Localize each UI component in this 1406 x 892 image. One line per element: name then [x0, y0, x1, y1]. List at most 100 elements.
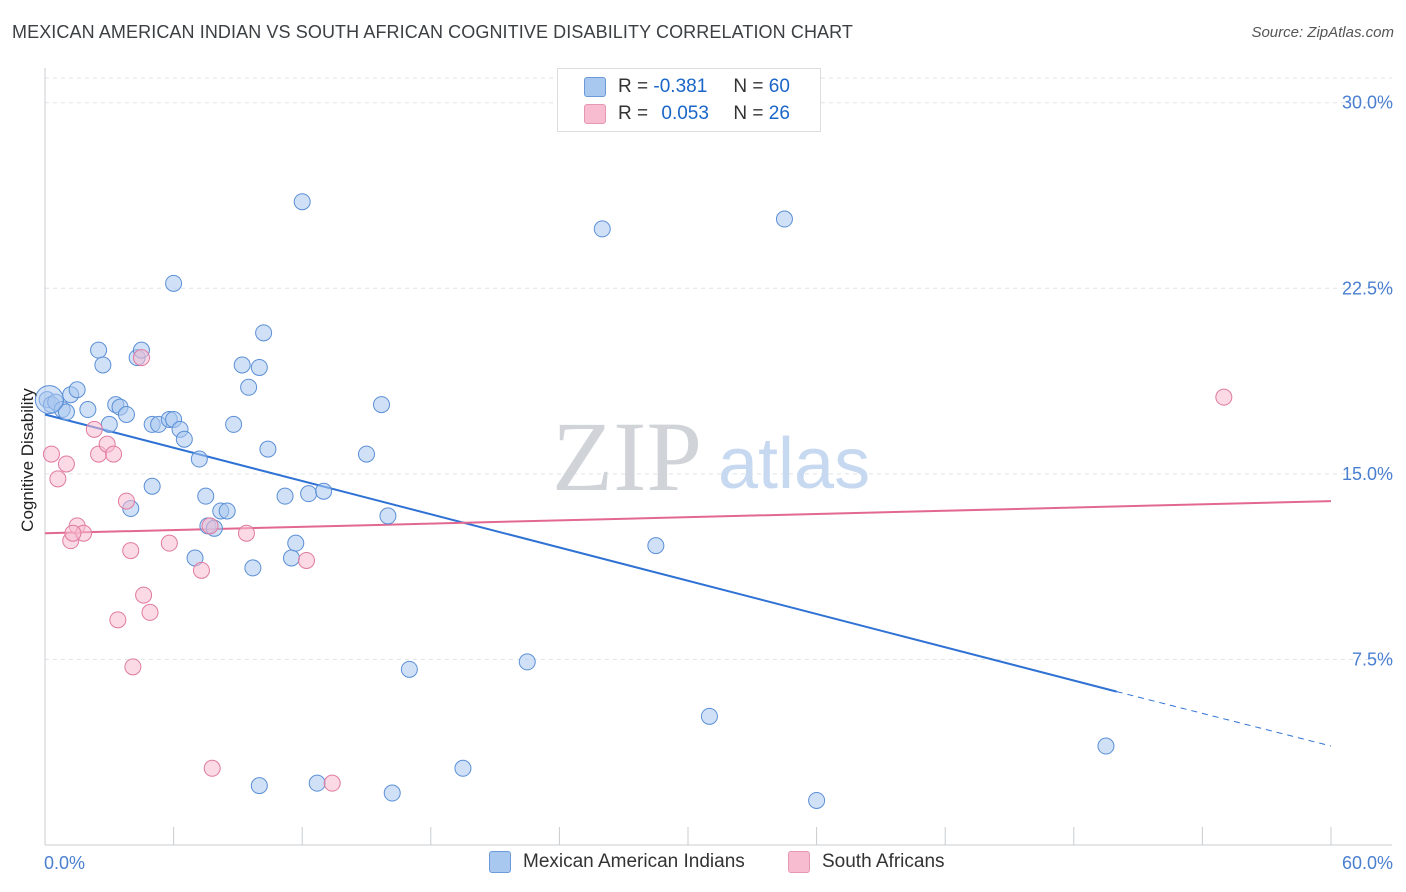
- point-south-african: [42, 445, 60, 463]
- point-south-african: [85, 420, 103, 438]
- point-south-african: [141, 603, 159, 621]
- point-south-african: [201, 517, 219, 535]
- point-south-african: [124, 658, 142, 676]
- legend-r-label: R =: [618, 76, 649, 97]
- point-south-african: [237, 524, 255, 542]
- legend-row-series1: R = -0.381 N = 60: [584, 75, 790, 99]
- x-tick-label-max: 60.0%: [1342, 853, 1393, 873]
- data-points: [34, 193, 1233, 809]
- point-mexican-american-indian: [379, 507, 397, 525]
- point-mexican-american-indian: [197, 487, 215, 505]
- point-south-african: [57, 455, 75, 473]
- point-south-african: [1215, 388, 1233, 406]
- point-mexican-american-indian: [383, 784, 401, 802]
- point-mexican-american-indian: [400, 660, 418, 678]
- legend-swatch-blue: [584, 77, 606, 97]
- point-mexican-american-indian: [57, 403, 75, 421]
- point-mexican-american-indian: [808, 791, 826, 809]
- y-tick-label: 30.0%: [1342, 93, 1393, 113]
- bottom-legend-item-mexican-american-indians: Mexican American Indians: [489, 851, 745, 873]
- y-tick-label: 7.5%: [1352, 649, 1393, 669]
- point-mexican-american-indian: [308, 774, 326, 792]
- point-mexican-american-indian: [100, 415, 118, 433]
- point-mexican-american-indian: [315, 482, 333, 500]
- legend-n-value: 26: [768, 103, 790, 124]
- point-mexican-american-indian: [250, 777, 268, 795]
- point-mexican-american-indian: [165, 274, 183, 292]
- point-mexican-american-indian: [300, 485, 318, 503]
- point-mexican-american-indian: [647, 537, 665, 555]
- legend-n-label: N =: [733, 76, 764, 97]
- point-mexican-american-indian: [775, 210, 793, 228]
- point-south-african: [323, 774, 341, 792]
- point-mexican-american-indian: [250, 358, 268, 376]
- y-tick-label: 22.5%: [1342, 278, 1393, 298]
- bottom-legend-label: South Africans: [822, 851, 945, 872]
- point-south-african: [64, 524, 82, 542]
- watermark-atlas: atlas: [718, 424, 870, 504]
- point-south-african: [135, 586, 153, 604]
- bottom-legend-swatch-blue: [489, 851, 511, 873]
- trendlines: [44, 413, 1332, 747]
- trendline: [44, 500, 1332, 535]
- point-mexican-american-indian: [233, 356, 251, 374]
- legend-box: R = -0.381 N = 60 R = 0.053 N = 26: [557, 68, 821, 132]
- point-south-african: [297, 551, 315, 569]
- chart-title: MEXICAN AMERICAN INDIAN VS SOUTH AFRICAN…: [12, 22, 854, 42]
- legend-r-value: 0.053: [661, 103, 709, 124]
- point-mexican-american-indian: [276, 487, 294, 505]
- point-mexican-american-indian: [1097, 737, 1115, 755]
- point-cluster: [34, 385, 64, 415]
- point-south-african: [203, 759, 221, 777]
- bottom-legend-item-south-africans: South Africans: [788, 851, 945, 873]
- y-axis-label: Cognitive Disability: [18, 388, 37, 532]
- point-mexican-american-indian: [700, 707, 718, 725]
- source-label: Source: ZipAtlas.com: [1251, 24, 1394, 41]
- point-south-african: [122, 542, 140, 560]
- point-south-african: [132, 349, 150, 367]
- point-mexican-american-indian: [94, 356, 112, 374]
- point-mexican-american-indian: [244, 559, 262, 577]
- point-mexican-american-indian: [287, 534, 305, 552]
- y-tick-label: 15.0%: [1342, 464, 1393, 484]
- point-south-african: [49, 470, 67, 488]
- point-mexican-american-indian: [175, 430, 193, 448]
- legend-swatch-pink: [584, 104, 606, 124]
- point-mexican-american-indian: [593, 220, 611, 238]
- point-mexican-american-indian: [255, 324, 273, 342]
- point-mexican-american-indian: [454, 759, 472, 777]
- point-mexican-american-indian: [225, 415, 243, 433]
- point-mexican-american-indian: [190, 450, 208, 468]
- tick-labels: 7.5% 15.0% 22.5% 30.0% 0.0% 60.0%: [44, 93, 1393, 873]
- point-south-african: [105, 445, 123, 463]
- point-mexican-american-indian: [143, 477, 161, 495]
- legend-row-series2: R = 0.053 N = 26: [584, 102, 790, 126]
- legend-n-value: 60: [768, 76, 790, 97]
- trendline: [44, 413, 1117, 693]
- point-south-african: [192, 561, 210, 579]
- point-mexican-american-indian: [293, 193, 311, 211]
- point-south-african: [117, 492, 135, 510]
- point-mexican-american-indian: [68, 381, 86, 399]
- point-mexican-american-indian: [90, 341, 108, 359]
- legend-n-label: N =: [733, 103, 764, 124]
- point-mexican-american-indian: [358, 445, 375, 463]
- watermark-zip: ZIP: [552, 401, 702, 512]
- legend-r-label: R =: [618, 103, 649, 124]
- point-mexican-american-indian: [518, 653, 536, 671]
- point-mexican-american-indian: [240, 378, 258, 396]
- point-mexican-american-indian: [218, 502, 236, 520]
- trendline-extension: [1116, 691, 1332, 747]
- point-mexican-american-indian: [373, 396, 391, 414]
- point-mexican-american-indian: [79, 401, 97, 419]
- bottom-legend-label: Mexican American Indians: [523, 851, 745, 872]
- point-south-african: [109, 611, 127, 629]
- point-mexican-american-indian: [117, 405, 135, 423]
- bottom-legend-swatch-pink: [788, 851, 810, 873]
- point-mexican-american-indian: [259, 440, 277, 458]
- point-south-african: [160, 534, 178, 552]
- x-tick-label-min: 0.0%: [44, 853, 85, 873]
- legend-r-value: -0.381: [653, 76, 708, 97]
- point-mexican-american-indian: [282, 549, 300, 567]
